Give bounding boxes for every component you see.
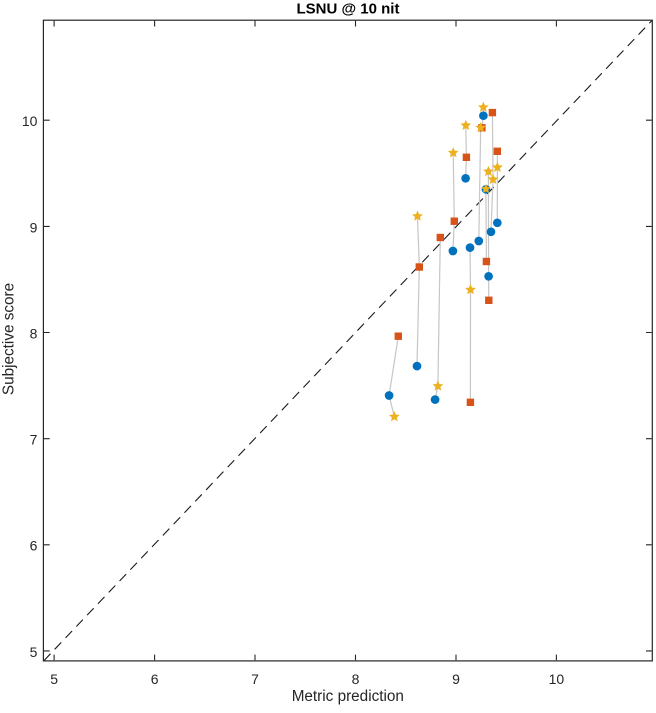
svg-text:8: 8: [30, 325, 38, 341]
svg-text:Subjective score: Subjective score: [0, 283, 17, 395]
svg-text:5: 5: [50, 671, 58, 687]
svg-text:7: 7: [30, 432, 38, 448]
svg-text:9: 9: [30, 219, 38, 235]
svg-text:10: 10: [22, 113, 38, 129]
svg-text:6: 6: [151, 671, 159, 687]
svg-text:10: 10: [549, 671, 565, 687]
svg-text:9: 9: [452, 671, 460, 687]
svg-text:8: 8: [352, 671, 360, 687]
svg-text:7: 7: [251, 671, 259, 687]
svg-text:5: 5: [30, 644, 38, 660]
svg-text:Metric prediction: Metric prediction: [292, 688, 404, 705]
svg-text:LSNU @ 10 nit: LSNU @ 10 nit: [297, 0, 400, 17]
svg-text:6: 6: [30, 538, 38, 554]
